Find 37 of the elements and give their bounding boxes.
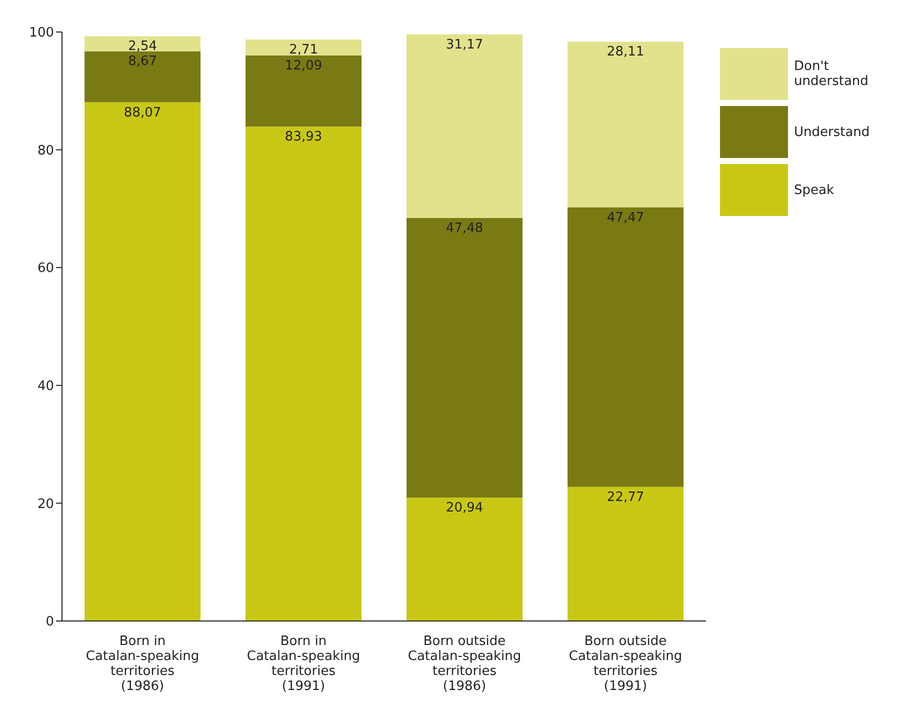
x-tick-label: Born in Catalan-speaking territories (1986)	[86, 634, 200, 694]
data-label: 22,77	[606, 490, 644, 505]
y-tick-label: 60	[37, 261, 54, 276]
text: Understand	[794, 124, 870, 140]
bar	[246, 39, 362, 56]
y-tick-label: 20	[37, 496, 54, 512]
bar	[568, 207, 684, 487]
bar	[246, 126, 362, 621]
bar	[246, 55, 362, 127]
y-tick-label: 0	[46, 614, 54, 630]
data-label: 2,71	[289, 42, 318, 58]
data-label: 83,93	[284, 130, 322, 145]
bar	[568, 486, 684, 621]
data-label: 20,94	[446, 500, 484, 516]
bar	[84, 51, 201, 102]
bar	[568, 42, 684, 208]
data-label: 12,09	[284, 58, 322, 74]
bar	[406, 498, 523, 621]
bar	[406, 34, 523, 218]
data-label: 88,07	[124, 105, 162, 120]
bar	[406, 218, 523, 498]
bar	[84, 36, 201, 52]
data-label: 28,11	[606, 44, 644, 60]
bar	[84, 102, 201, 621]
x-tick-label: Born outside Catalan-speaking territories (1986)	[408, 634, 522, 694]
y-tick-label: 80	[37, 143, 54, 158]
x-tick-label: Born in Catalan-speaking territories (1991)	[246, 634, 360, 694]
text: Don't understand	[794, 59, 868, 89]
y-tick-label: 40	[37, 379, 54, 394]
text: Speak	[794, 182, 834, 198]
x-tick-label: Born outside Catalan-speaking territories (1991)	[568, 634, 682, 694]
data-label: 47,47	[606, 210, 644, 226]
data-label: 47,48	[446, 221, 484, 236]
data-label: 31,17	[446, 37, 484, 52]
y-tick-label: 100	[29, 26, 54, 41]
data-label: 8,67	[128, 54, 158, 70]
data-label: 2,54	[128, 39, 158, 54]
